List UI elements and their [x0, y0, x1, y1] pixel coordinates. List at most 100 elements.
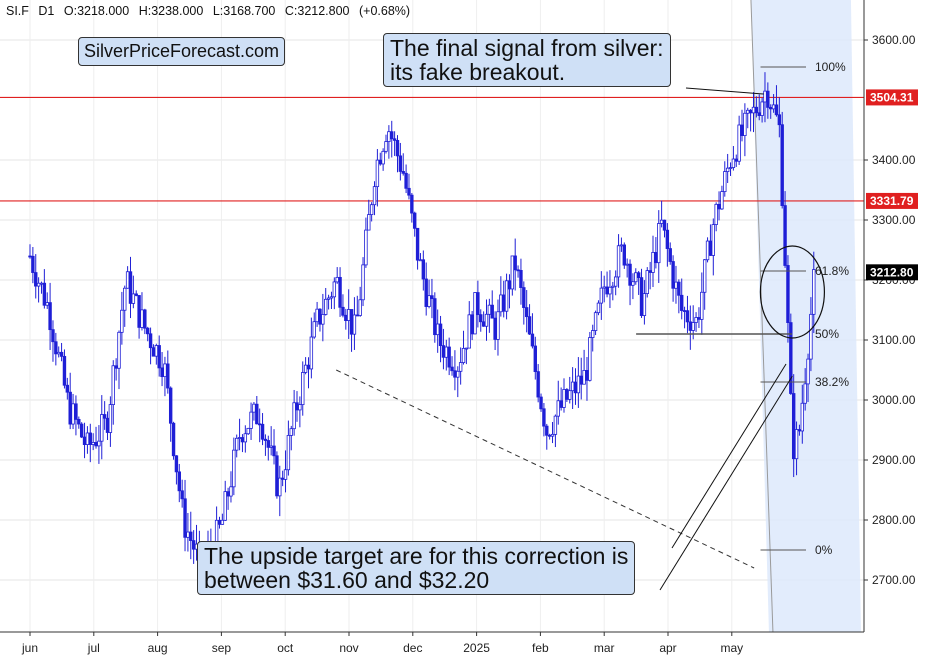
candle-body	[556, 400, 560, 417]
candle-body	[283, 469, 288, 480]
candle-body	[533, 345, 537, 373]
candle-body	[128, 271, 133, 304]
x-tick-label: oct	[277, 641, 294, 655]
candle-body	[191, 540, 196, 550]
candle-body	[662, 219, 667, 231]
candle-body	[226, 491, 230, 497]
candle-body	[398, 155, 403, 172]
callout-bottom-line1: The upside target are for this correctio…	[204, 543, 629, 569]
price-label-text: 3331.79	[870, 194, 914, 208]
candle-body	[605, 286, 609, 295]
candle-body	[174, 455, 179, 473]
candle-body	[189, 531, 193, 541]
price-label-box	[866, 192, 918, 209]
callout-bottom-line2: between $31.60 and $32.20	[204, 567, 490, 593]
y-tick-label: 3100.00	[872, 333, 916, 347]
candle-body	[318, 308, 322, 325]
y-tick-label: 3300.00	[872, 213, 916, 227]
fib-label: 0%	[815, 543, 833, 557]
candle-body	[120, 309, 124, 333]
candle-body	[91, 442, 95, 445]
candle-body	[728, 167, 733, 169]
candle-body	[430, 295, 434, 300]
ohlc-header: SI.F D1 O:3218.000 H:3238.000 L:3168.700…	[6, 4, 416, 18]
candle-body	[413, 212, 417, 229]
x-tick-label: dec	[403, 641, 422, 655]
candle-body	[57, 351, 61, 355]
candle-body	[576, 375, 581, 394]
candle-body	[645, 270, 649, 294]
candle-body	[777, 114, 782, 126]
candle-body	[154, 345, 159, 357]
price-label-text: 3212.80	[870, 265, 914, 279]
candle-body	[450, 366, 454, 372]
candle-body	[685, 310, 690, 323]
candle-body	[375, 159, 380, 188]
candle-body	[651, 252, 655, 273]
candle-body	[404, 172, 408, 189]
candle-body	[639, 277, 644, 316]
candle-body	[481, 321, 486, 327]
candle-body	[51, 329, 55, 343]
candle-body	[648, 270, 652, 273]
x-tick-label: nov	[339, 641, 358, 655]
candle-body	[134, 293, 138, 296]
y-tick-label: 2700.00	[872, 573, 916, 587]
candle-body	[780, 124, 784, 206]
candle-body	[774, 104, 779, 116]
candle-body	[748, 109, 753, 114]
close-value: C:3212.800	[284, 4, 350, 18]
x-tick-label: apr	[659, 641, 676, 655]
candle-body	[582, 370, 586, 385]
candle-body	[809, 313, 813, 360]
candle-body	[358, 299, 362, 316]
candle-body	[137, 295, 141, 328]
candle-body	[88, 432, 92, 445]
fib-label: 38.2%	[815, 375, 849, 389]
candle-body	[275, 455, 279, 497]
candle-body	[54, 341, 58, 355]
candle-body	[467, 314, 471, 349]
candle-body	[502, 294, 506, 312]
candle-body	[246, 427, 250, 435]
candle-body	[306, 364, 311, 370]
candle-body	[303, 364, 308, 373]
candle-body	[332, 281, 337, 298]
open-value: O:3218.000	[63, 4, 130, 18]
candle-body	[570, 381, 575, 392]
candle-body	[453, 370, 457, 378]
candle-body	[352, 314, 357, 335]
candle-body	[68, 391, 72, 425]
candle-body	[125, 271, 130, 289]
callout-bottom-pointer-b	[659, 375, 793, 591]
candle-body	[94, 442, 98, 447]
candle-body	[427, 295, 431, 307]
candle-body	[100, 414, 104, 442]
candle-body	[369, 204, 374, 216]
candle-body	[619, 244, 624, 247]
candle-body	[39, 282, 44, 285]
candle-body	[232, 449, 236, 488]
candle-body	[591, 330, 595, 338]
candle-body	[737, 124, 741, 162]
candle-body	[797, 429, 802, 432]
candle-body	[163, 363, 167, 378]
candle-body	[720, 191, 724, 210]
candle-body	[596, 302, 601, 314]
candle-body	[108, 404, 113, 433]
fib-group: 100% 61.8% 50% 38.2% 0%	[636, 60, 849, 557]
symbol-label: SI.F	[6, 4, 29, 18]
candle-body	[547, 434, 552, 437]
candle-body	[743, 112, 747, 137]
candle-body	[794, 429, 799, 460]
callout-upside-target: The upside target are for this correctio…	[197, 541, 636, 595]
candle-body	[487, 304, 492, 315]
candle-body	[754, 106, 759, 114]
candle-body	[725, 167, 730, 172]
candle-body	[659, 219, 664, 224]
candle-body	[77, 419, 81, 425]
candle-body	[786, 265, 790, 323]
candle-body	[642, 293, 647, 316]
candle-body	[28, 255, 32, 258]
candle-body	[700, 291, 704, 320]
